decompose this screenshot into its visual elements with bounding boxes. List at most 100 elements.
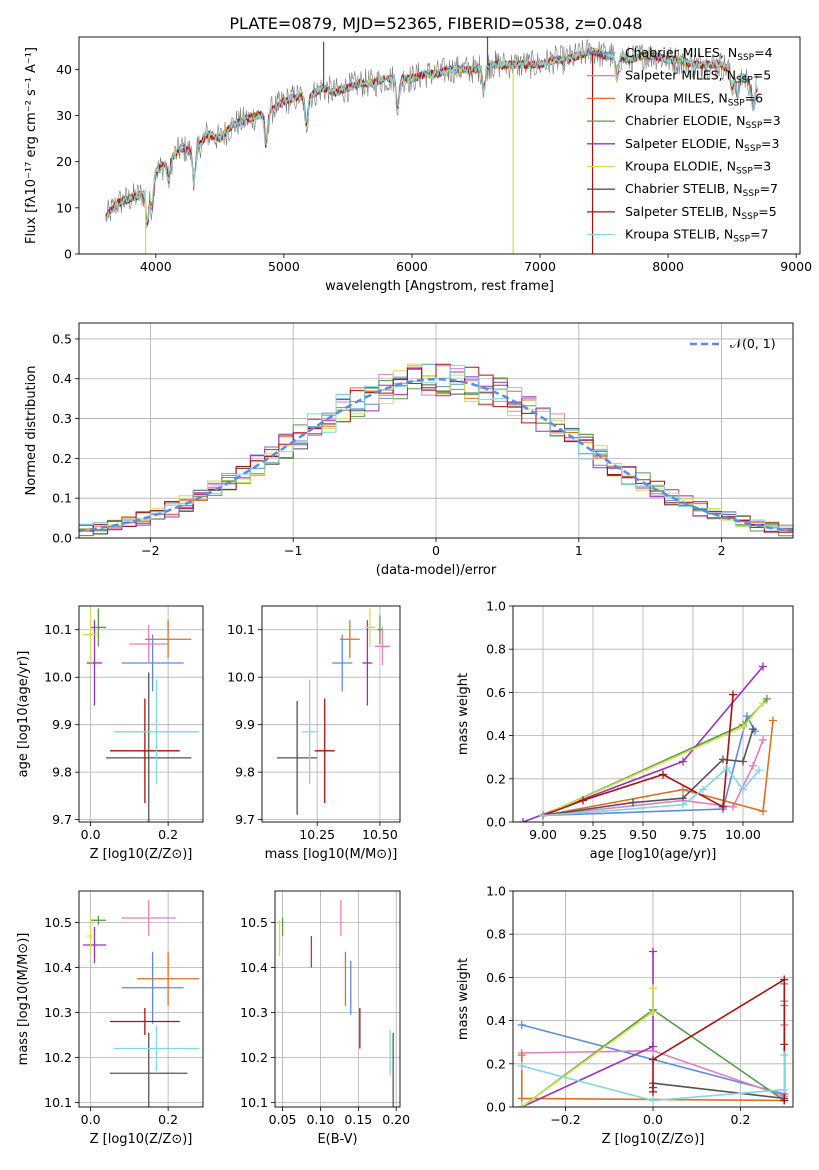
weight-series [542,698,768,817]
weight-marker [679,800,687,809]
weight-marker [649,1096,657,1105]
y-tick-label: 10.5 [44,915,72,930]
y-tick-label: 0.0 [486,815,506,830]
legend-label: Kroupa MILES, NSSP=6 [625,90,763,108]
y-tick-label: 0.6 [486,970,506,985]
axes-frame [512,605,794,823]
y-tick-label: 0.1 [52,491,72,506]
weight-series [652,1044,786,1100]
weight-marker [759,735,767,744]
axes-age_vs_mass: 10.25 10.50 9.7 9.8 9.9 10.0 10.1 mass [log10(M… [227,605,401,862]
weight-marker [769,716,777,725]
weight-marker [517,1103,526,1107]
y-axis-label: Flux [fλ10⁻¹⁷ erg cm⁻² s⁻¹ A⁻¹] [24,47,39,244]
x-tick-label: 9000 [780,259,812,274]
weight-marker [739,757,747,766]
weight-marker [719,802,727,811]
x-tick-label: 0 [432,543,440,558]
y-tick-label: 10.0 [44,670,72,685]
weight-marker [759,699,767,708]
legend-label-tail: =3 [753,159,771,174]
weight-marker [780,975,789,984]
y-axis-label: mass [log10(M/M⊙)] [16,933,31,1066]
legend-label: Salpeter STELIB, NSSP=5 [625,204,777,222]
weight-marker [780,1051,789,1060]
y-tick-label: 0.0 [486,1100,506,1115]
weight-marker [729,802,737,811]
legend-label-sub: SSP [728,98,745,108]
plot-area [517,947,789,1107]
weight-marker [599,807,607,816]
x-axis-label: mass [log10(M/M⊙)] [265,847,398,862]
x-tick-label: 0.2 [731,1112,751,1127]
legend-label-tail: =7 [750,227,768,242]
y-tick-label: 0.2 [486,1056,506,1071]
axes-residual_hist: −2 −1 0 1 2 0.0 0.1 0.2 0.3 0.4 0.5 (data-model)/er… [24,322,794,578]
histogram-series [79,378,793,535]
legend-label-main: Salpeter MILES, N [625,68,736,83]
weight-marker [723,764,731,772]
y-tick-label: 10.1 [44,622,72,637]
x-tick-label: 0.0 [643,1112,663,1127]
legend-label-tail: =5 [758,204,776,219]
weight-marker [759,807,767,816]
plot-area [519,662,777,822]
plots-layer: 4000 5000 6000 7000 8000 9000010203040wavelen… [16,36,812,1147]
legend-label: Salpeter MILES, NSSP=5 [625,68,771,86]
legend-label-main: Chabrier MILES, N [625,45,737,60]
weight-marker [739,722,747,731]
weight-series [521,988,654,1107]
weight-marker [739,785,747,794]
x-axis-label: wavelength [Angstrom, rest frame] [325,279,554,294]
legend-label-sub: SSP [736,76,753,86]
legend-label-tail: =3 [762,113,780,128]
y-axis-label: mass weight [456,673,471,755]
weight-marker [649,984,657,993]
weight-marker [649,947,657,956]
plot-area [277,608,390,815]
x-tick-label: 10.50 [362,827,398,842]
weight-marker [517,1020,526,1029]
y-tick-label: 10.0 [227,670,255,685]
legend-label-main: Kroupa MILES, N [625,90,728,105]
y-tick-label: 10.1 [227,622,255,637]
weight-marker [517,1051,526,1060]
y-tick-label: 10.2 [240,1050,268,1065]
legend-label: Chabrier STELIB, NSSP=7 [625,181,778,199]
y-tick-label: 10.2 [44,1050,72,1065]
weight-marker [649,1087,657,1096]
x-axis-label: Z [log10(Z/Z⊙)] [602,1132,705,1147]
legend-label-main: Salpeter STELIB, N [625,204,741,219]
y-tick-label: 0.2 [486,771,506,786]
weight-series [652,978,786,1101]
legend-label-tail: =7 [760,181,778,196]
y-tick-label: 9.7 [235,812,255,827]
x-tick-label: 0.0 [81,827,101,842]
weight-marker [755,766,763,775]
y-tick-label: 0.8 [486,927,506,942]
weight-marker [659,770,667,779]
x-tick-label: 4000 [140,259,172,274]
y-tick-label: 9.7 [52,812,72,827]
axes-frame [78,890,204,1108]
x-axis-label: Z [log10(Z/Z⊙)] [90,847,193,862]
weight-marker [780,1085,789,1094]
legend-label-tail: =4 [754,45,772,60]
axes-spectrum: 4000 5000 6000 7000 8000 9000 0 10 20 30 40 wavelen… [24,36,812,294]
x-tick-label: −0.2 [550,1112,580,1127]
histogram-series [79,363,793,533]
x-tick-label: 0.2 [158,827,178,842]
x-tick-label: 9.50 [629,827,657,842]
y-tick-label: 0.2 [52,451,72,466]
y-tick-label: 9.8 [235,765,255,780]
x-tick-label: 0.10 [307,1112,335,1127]
legend-label-tail: =5 [753,68,771,83]
weight-marker [719,755,727,764]
axes-frame [512,890,794,1108]
y-tick-label: 0.6 [486,685,506,700]
y-tick-label: 10.4 [44,960,72,975]
y-tick-label: 0.5 [52,331,72,346]
y-axis-label: age [log10(age/yr)] [16,651,31,778]
axes-mass_weight_vs_age: 9.00 9.25 9.50 9.75 10.00 0.0 0.2 0.4 0.6 0.8 1.0 a… [456,599,794,862]
